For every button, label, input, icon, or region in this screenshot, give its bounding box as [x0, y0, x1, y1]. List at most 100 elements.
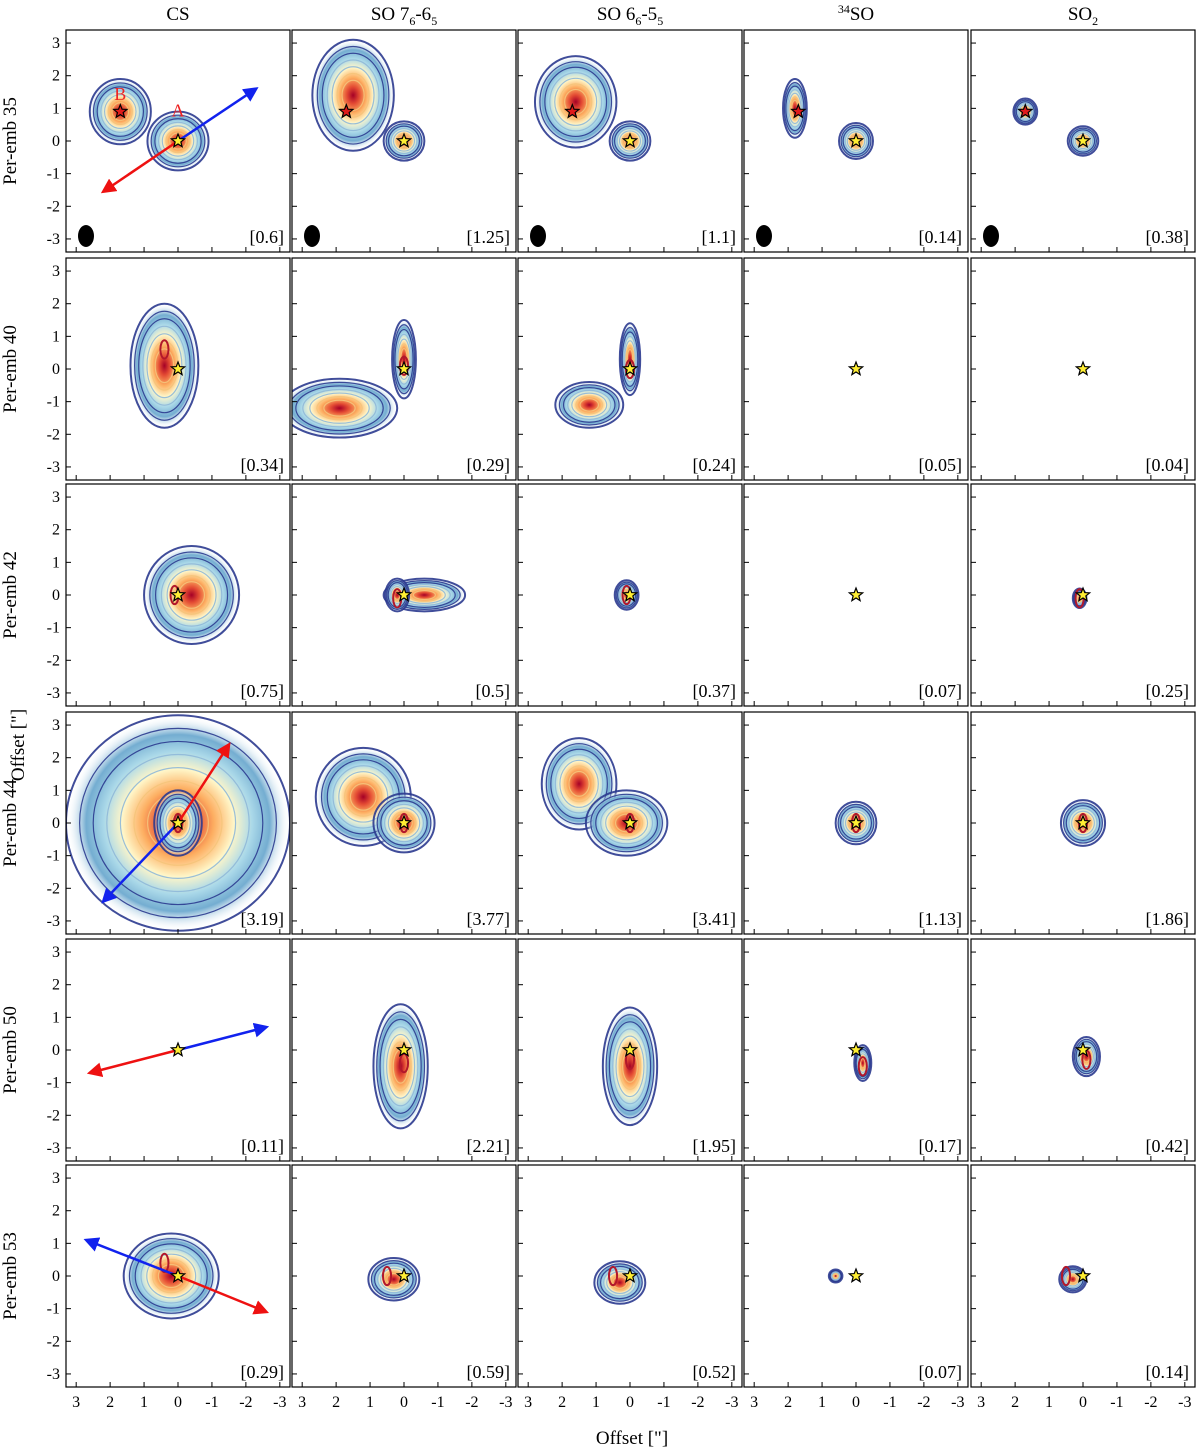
contour-line: [831, 1272, 840, 1280]
contour-line: [380, 800, 428, 846]
x-tick-label: -1: [431, 1394, 444, 1411]
contour-line: [161, 125, 195, 157]
contour-line: [321, 52, 385, 138]
peak-contour: [398, 1052, 410, 1074]
contour-line: [617, 583, 637, 607]
contour-line: [397, 338, 411, 380]
peak-flux-label: [2.21]: [467, 1136, 511, 1156]
contour-line: [323, 399, 356, 417]
source-star-marker: [395, 360, 413, 377]
x-tick-label: -3: [499, 1394, 512, 1411]
x-tick-label: -2: [917, 1394, 930, 1411]
contour-line: [1073, 1038, 1099, 1075]
emission-map: [385, 578, 410, 612]
panel-content: [314, 746, 436, 854]
peak-flux-label: [0.07]: [919, 1362, 963, 1382]
contour-line: [166, 569, 217, 621]
contour-line: [833, 1273, 839, 1279]
y-tick-label: 0: [52, 815, 60, 832]
contour-line: [832, 1272, 839, 1280]
panel: [0.29]: [291, 257, 517, 481]
y-tick-label: 1: [52, 782, 60, 799]
contour-line: [155, 557, 229, 633]
contour-line: [1078, 1045, 1094, 1068]
contour-line: [146, 1253, 197, 1299]
panel: [0.04]: [970, 257, 1196, 481]
beam-ellipse: [756, 225, 772, 247]
contour-line: [615, 1035, 645, 1098]
contour-line: [103, 94, 137, 130]
column-title-main: -5: [641, 4, 657, 25]
contour-line: [611, 123, 649, 159]
panel: 3 2 1 0 -1 -2 -3 3 2 1 0 -1 -2 -3 [0.29]: [47, 1164, 291, 1411]
beam-ellipse: [304, 225, 320, 247]
source-star-marker: [1074, 132, 1092, 149]
x-tick-label: 2: [106, 1394, 114, 1411]
contour-line: [372, 792, 436, 854]
panel: [0.07]: [743, 483, 969, 707]
y-tick-label: -3: [47, 913, 60, 930]
panel-content: [372, 1003, 429, 1130]
emission-map: [130, 303, 199, 428]
source-star-marker: [395, 1267, 413, 1284]
contour-line: [786, 89, 804, 128]
contour-line: [376, 1011, 426, 1122]
emission-map: [555, 382, 624, 428]
contour-line: [620, 327, 640, 392]
source-star-marker: [847, 586, 865, 603]
source-star-marker: [169, 586, 187, 603]
x-tick-label: 3: [524, 1394, 532, 1411]
panel-content: [756, 77, 874, 247]
contour-line: [382, 120, 426, 162]
panel-content: [304, 38, 426, 247]
column-title-main: SO: [850, 4, 874, 25]
panel-content: [1058, 1265, 1092, 1294]
column-title: SO 76-65: [371, 4, 437, 28]
contour-line: [603, 1268, 637, 1297]
panel: [0.24]: [517, 257, 743, 481]
contour-line: [613, 579, 640, 611]
emission-map: [602, 1007, 658, 1126]
peak-flux-label: [0.59]: [467, 1362, 511, 1382]
contour-line: [316, 396, 363, 421]
contour-line: [1066, 125, 1100, 157]
panel-content: [827, 1267, 865, 1284]
contour-line: [162, 801, 194, 845]
blueshifted-outflow-arrow: [101, 822, 179, 904]
contour-line: [606, 1271, 634, 1295]
x-tick-label: -1: [1110, 1394, 1123, 1411]
column-title-subscript: 6: [409, 14, 415, 28]
contour-line: [157, 1263, 185, 1289]
peak-flux-label: [0.07]: [919, 681, 963, 701]
contour-line: [601, 1006, 659, 1127]
contour-line: [107, 98, 133, 126]
source-star-marker: [847, 360, 865, 377]
y-tick-label: 1: [52, 1235, 60, 1252]
contour-line: [590, 793, 663, 853]
emission-map: [312, 39, 394, 151]
y-tick-label: -1: [47, 848, 60, 865]
contour-line: [111, 102, 130, 122]
contour-line: [559, 83, 593, 121]
contour-line: [370, 1260, 417, 1299]
peak-contour: [398, 355, 410, 376]
panel-content: [613, 579, 640, 611]
contour-line: [559, 759, 599, 808]
x-tick-label: 0: [174, 1394, 182, 1411]
panel: 3 2 1 0 -1 -2 -3 [0.14]: [970, 1164, 1196, 1411]
contour-line: [612, 1028, 648, 1105]
panel-content: [367, 1257, 421, 1302]
source-star-marker: [169, 1267, 187, 1284]
row-label: Per-emb 44: [0, 779, 21, 867]
contour-line: [605, 1014, 655, 1119]
x-tick-label: -2: [691, 1394, 704, 1411]
source-star-marker: [395, 1041, 413, 1058]
peak-contour: [159, 1252, 170, 1274]
peak-flux-label: [0.42]: [1146, 1136, 1190, 1156]
contour-line: [837, 803, 875, 843]
contour-line: [344, 777, 383, 817]
source-star-marker: [847, 132, 865, 149]
y-tick-label: 1: [52, 554, 60, 571]
contour-line: [382, 1026, 419, 1107]
